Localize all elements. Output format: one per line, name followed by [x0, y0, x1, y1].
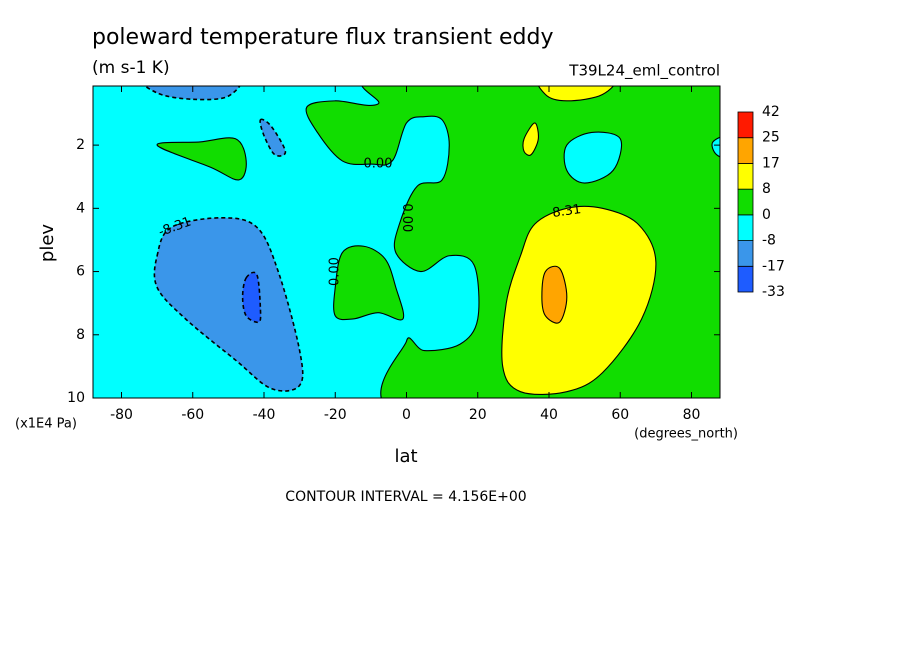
contour-region: [333, 245, 405, 321]
contour-label: 0.00: [364, 157, 393, 172]
colorbar-label: 17: [762, 155, 780, 171]
y-tick-label: 2: [76, 137, 85, 153]
contour-region: [156, 137, 247, 181]
x-tick-label: -40: [253, 407, 276, 423]
contour-label: 8.31: [551, 202, 582, 221]
colorbar-box: [737, 111, 754, 139]
colorbar-label: 25: [762, 130, 780, 146]
contour-region: [541, 265, 568, 324]
y-axis-label: plev: [37, 224, 58, 263]
contour-label: 0.00: [399, 203, 414, 232]
y-tick-label: 8: [76, 327, 85, 343]
contour-region: [711, 136, 720, 158]
contour-region: [563, 131, 623, 184]
colorbar-box: [737, 137, 754, 164]
contour-region: [241, 271, 262, 324]
contour-region: [143, 86, 241, 101]
y-units: (x1E4 Pa): [15, 417, 77, 432]
x-tick-label: -80: [110, 407, 133, 423]
x-tick-label: 20: [469, 407, 487, 423]
colorbar-label: 8: [762, 181, 771, 197]
colorbar-label: -33: [762, 284, 785, 300]
chart-title: poleward temperature flux transient eddy: [92, 25, 554, 50]
contour-region: [522, 122, 539, 156]
x-tick-label: -60: [181, 407, 204, 423]
x-tick-label: 40: [540, 407, 558, 423]
colorbar-box: [737, 265, 754, 293]
x-units: (degrees_north): [634, 427, 738, 442]
x-tick-label: 80: [683, 407, 701, 423]
colorbar-box: [737, 214, 754, 241]
y-tick-label: 4: [76, 200, 85, 216]
x-tick-label: -20: [324, 407, 347, 423]
colorbar-label: -8: [762, 233, 776, 249]
dataset-label: T39L24_eml_control: [568, 62, 720, 81]
contour-region: [153, 217, 304, 392]
x-axis-label: lat: [394, 446, 417, 467]
colorbar-box: [737, 188, 754, 216]
colorbar-box: [737, 240, 754, 267]
y-tick-label: 10: [67, 390, 85, 406]
colorbar-box: [737, 163, 754, 190]
chart-subtitle: (m s-1 K): [92, 58, 170, 78]
plot-area: 0.000.000.00-8.318.31: [93, 86, 720, 398]
x-tick-label: 60: [611, 407, 629, 423]
x-tick-label: 0: [402, 407, 411, 423]
contour-interval: CONTOUR INTERVAL = 4.156E+00: [285, 489, 526, 505]
y-tick-label: 6: [76, 264, 85, 280]
contour-region: [501, 205, 657, 395]
contour-label: 0.00: [328, 257, 343, 286]
colorbar-label: -17: [762, 258, 785, 274]
colorbar-label: 0: [762, 207, 771, 223]
contour-region: [259, 118, 287, 157]
contour-region: [538, 86, 614, 102]
colorbar-label: 42: [762, 104, 780, 120]
